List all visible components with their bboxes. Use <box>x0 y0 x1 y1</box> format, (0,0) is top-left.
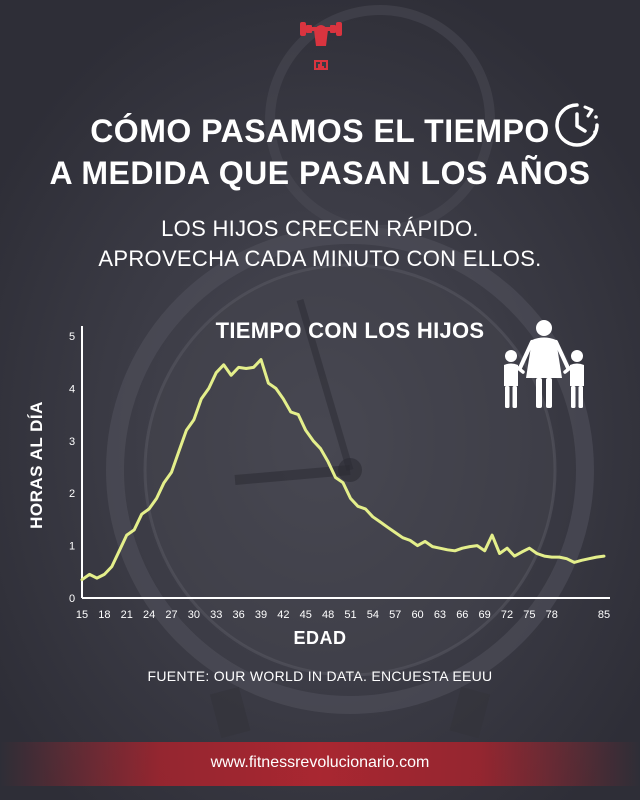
y-tick-label: 5 <box>69 331 75 343</box>
x-tick-label: 48 <box>322 609 334 621</box>
footer-url-link[interactable]: www.fitnessrevolucionario.com <box>210 754 430 771</box>
y-ticks: 0 1 2 3 4 5 <box>69 331 75 605</box>
family-parent-children-icon <box>504 320 584 408</box>
x-tick-label: 42 <box>277 609 289 621</box>
x-tick-label: 54 <box>367 609 379 621</box>
x-tick-label: 33 <box>210 609 222 621</box>
source-note: FUENTE: OUR WORLD IN DATA. ENCUESTA EEUU <box>147 668 493 684</box>
x-tick-label: 69 <box>479 609 491 621</box>
x-tick-label: 78 <box>546 609 558 621</box>
x-axis-label: EDAD <box>293 628 347 648</box>
x-tick-label: 18 <box>98 609 110 621</box>
y-tick-label: 1 <box>69 541 75 553</box>
headline: CÓMO PASAMOS EL TIEMPO A MEDIDA QUE PASA… <box>0 110 640 194</box>
subtitle-line-2: APROVECHA CADA MINUTO CON ELLOS. <box>98 246 542 271</box>
headline-line-2: A MEDIDA QUE PASAN LOS AÑOS <box>49 155 591 191</box>
x-tick-label: 30 <box>188 609 200 621</box>
x-tick-label: 66 <box>456 609 468 621</box>
x-tick-label: 21 <box>121 609 133 621</box>
x-tick-label: 39 <box>255 609 267 621</box>
x-tick-label: 24 <box>143 609 155 621</box>
y-tick-label: 0 <box>69 593 75 605</box>
x-tick-label: 63 <box>434 609 446 621</box>
series-line-0 <box>80 358 606 582</box>
clock-history-icon <box>555 103 599 147</box>
subtitle-line-1: LOS HIJOS CRECEN RÁPIDO. <box>161 216 479 241</box>
x-tick-label: 60 <box>411 609 423 621</box>
x-tick-label: 75 <box>523 609 535 621</box>
x-tick-label: 27 <box>165 609 177 621</box>
x-tick-label: 85 <box>598 609 610 621</box>
footer-bar <box>0 742 640 786</box>
y-tick-label: 2 <box>69 488 75 500</box>
fitness-fist-logo <box>300 22 342 70</box>
x-tick-label: 57 <box>389 609 401 621</box>
x-ticks: 15 18 21 24 27 30 33 36 39 42 45 48 51 54 57 60 63 66 69 72… <box>76 609 610 621</box>
chart-axes <box>81 326 610 599</box>
chart-title: TIEMPO CON LOS HIJOS <box>215 318 485 343</box>
y-tick-label: 3 <box>69 436 75 448</box>
subtitle: LOS HIJOS CRECEN RÁPIDO. APROVECHA CADA … <box>0 214 640 274</box>
y-tick-label: 4 <box>69 383 75 395</box>
headline-line-1: CÓMO PASAMOS EL TIEMPO <box>90 113 550 149</box>
x-tick-label: 51 <box>344 609 356 621</box>
x-tick-label: 15 <box>76 609 88 621</box>
x-tick-label: 45 <box>300 609 312 621</box>
x-tick-label: 36 <box>232 609 244 621</box>
x-tick-label: 72 <box>501 609 513 621</box>
chart-series <box>80 358 606 582</box>
